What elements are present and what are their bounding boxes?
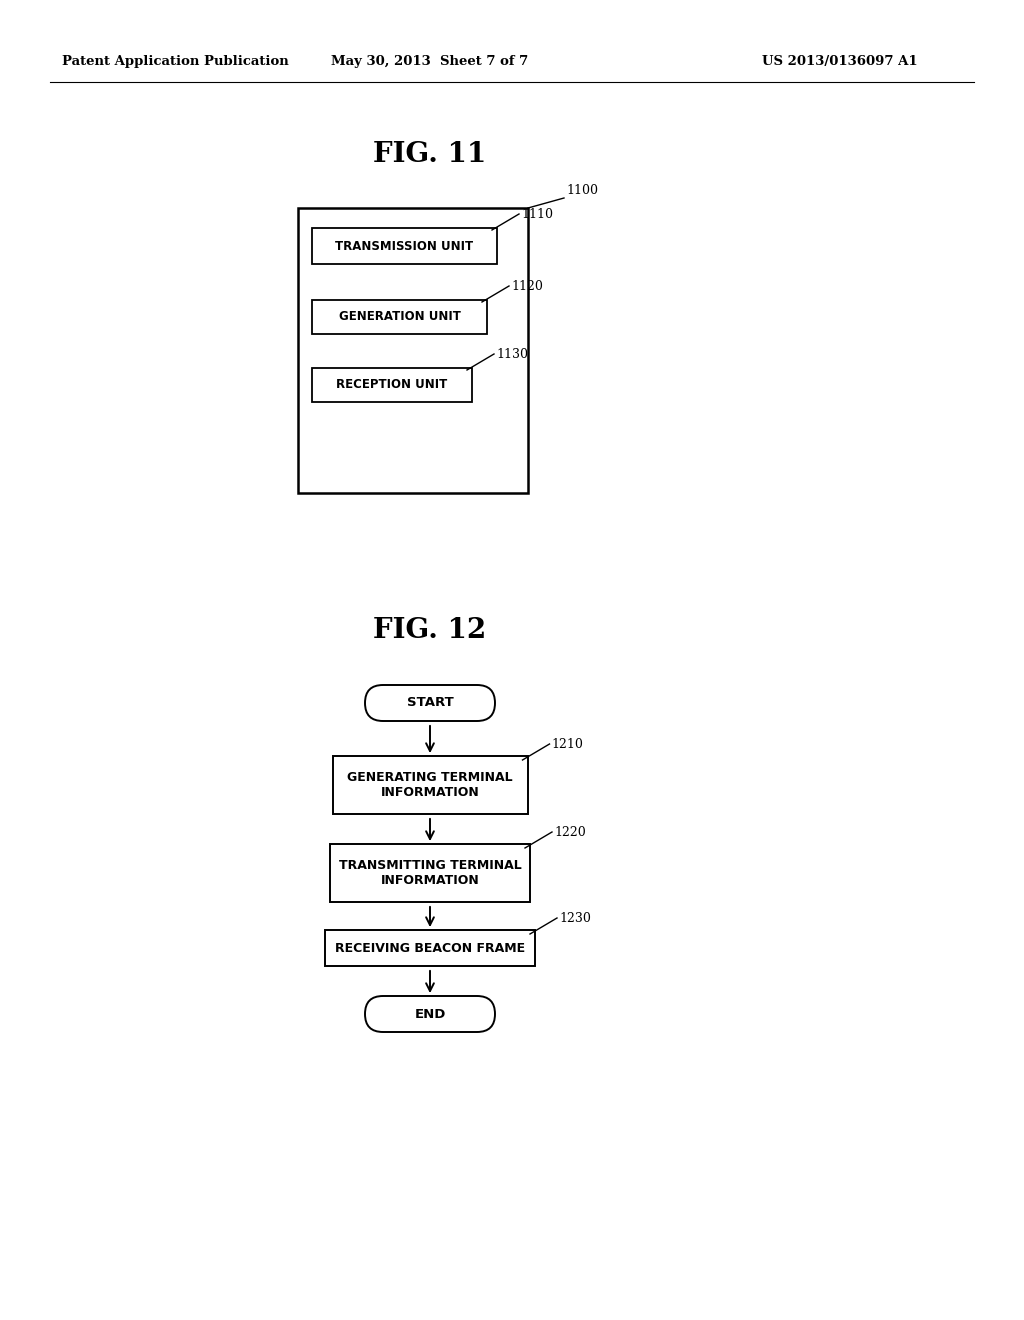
Text: GENERATING TERMINAL
INFORMATION: GENERATING TERMINAL INFORMATION	[347, 771, 513, 799]
Text: FIG. 12: FIG. 12	[374, 616, 486, 644]
Text: RECEIVING BEACON FRAME: RECEIVING BEACON FRAME	[335, 941, 525, 954]
Text: 1100: 1100	[566, 183, 598, 197]
Bar	[312, 300, 487, 334]
Text: END: END	[415, 1007, 445, 1020]
Bar	[312, 228, 497, 264]
Text: US 2013/0136097 A1: US 2013/0136097 A1	[762, 55, 918, 69]
Text: 1220: 1220	[554, 825, 586, 838]
Text: RECEPTION UNIT: RECEPTION UNIT	[336, 379, 447, 392]
Text: GENERATION UNIT: GENERATION UNIT	[339, 310, 461, 323]
Text: 1120: 1120	[511, 280, 543, 293]
Text: START: START	[407, 697, 454, 710]
FancyBboxPatch shape	[365, 685, 495, 721]
Bar	[330, 843, 530, 902]
Text: 1130: 1130	[496, 347, 528, 360]
FancyBboxPatch shape	[365, 997, 495, 1032]
Text: FIG. 11: FIG. 11	[374, 141, 486, 169]
Bar	[325, 931, 535, 966]
Bar	[298, 209, 528, 492]
Text: May 30, 2013  Sheet 7 of 7: May 30, 2013 Sheet 7 of 7	[332, 55, 528, 69]
Text: TRANSMISSION UNIT: TRANSMISSION UNIT	[336, 239, 473, 252]
Bar	[333, 756, 527, 814]
Text: TRANSMITTING TERMINAL
INFORMATION: TRANSMITTING TERMINAL INFORMATION	[339, 859, 521, 887]
Text: 1210: 1210	[552, 738, 584, 751]
Text: Patent Application Publication: Patent Application Publication	[62, 55, 289, 69]
Bar	[312, 368, 472, 403]
Text: 1110: 1110	[521, 207, 553, 220]
Text: 1230: 1230	[559, 912, 591, 924]
